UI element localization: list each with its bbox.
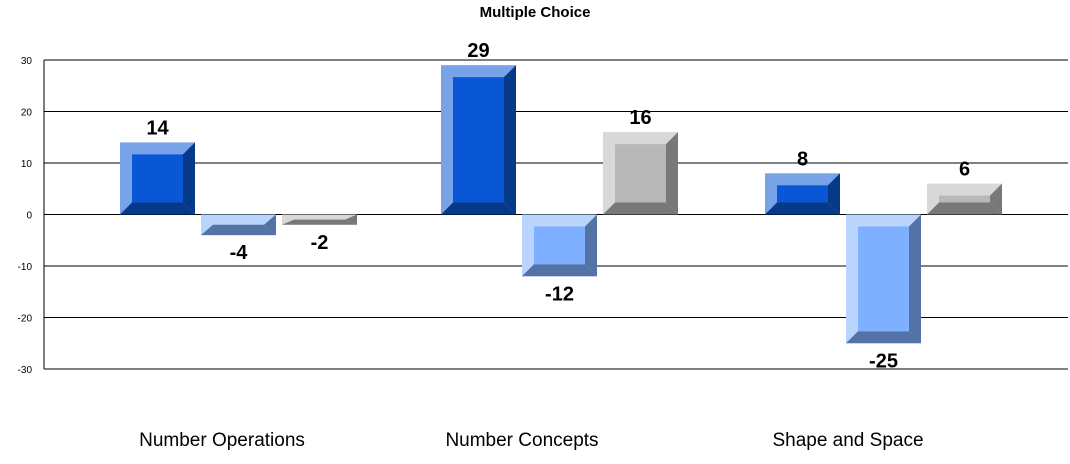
data-label: 29 [467,40,489,62]
data-label: 6 [959,159,970,181]
chart-title: Multiple Choice [479,4,591,21]
data-label: -25 [869,350,898,372]
y-tick-label: 0 [26,211,32,222]
data-label: -4 [230,242,249,264]
category-label-number-concepts: Number Concepts [445,430,599,451]
category-label-shape-and-space: Shape and Space [772,430,924,451]
bar [603,132,678,215]
y-tick-label: -10 [18,262,33,273]
y-tick-label: 30 [21,56,33,67]
bar [120,142,195,215]
data-label: 14 [146,117,169,139]
category-label-number-operations: Number Operations [139,430,305,451]
bar [522,214,597,277]
bar [765,173,840,215]
bar [282,214,357,225]
y-tick-label: -30 [18,365,33,376]
data-label: -12 [545,283,574,305]
bar [846,214,921,344]
data-label: 16 [629,107,651,129]
y-tick-label: -20 [18,314,33,325]
bar [927,183,1002,215]
bar [441,65,516,215]
y-tick-label: 10 [21,159,33,170]
data-label: 8 [797,148,808,170]
bar [201,214,276,236]
y-tick-label: 20 [21,108,33,119]
data-label: -2 [311,232,329,254]
